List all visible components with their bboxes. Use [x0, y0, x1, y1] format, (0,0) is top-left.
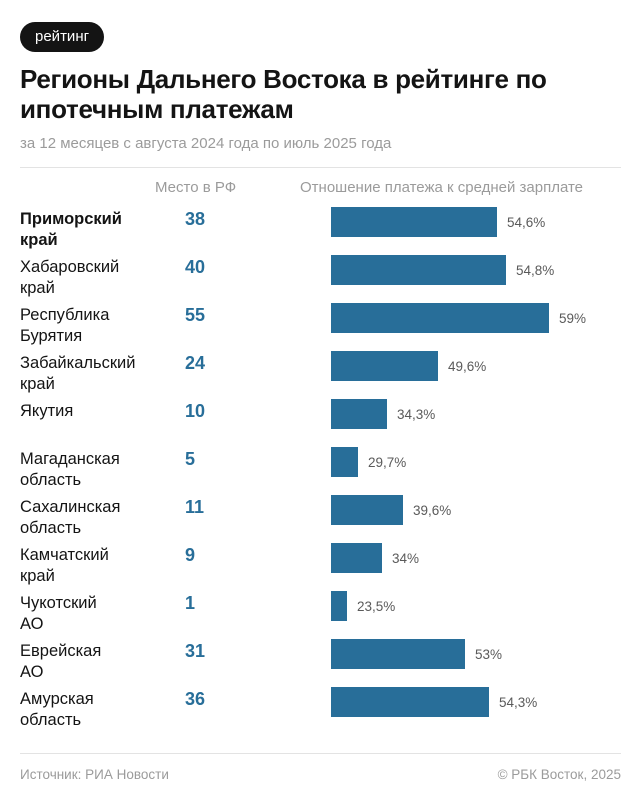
header-divider: [20, 167, 621, 169]
bar-track: 54,6%: [331, 207, 621, 238]
value-label: 53%: [475, 646, 503, 662]
chart-row: Еврейская АО 31 53%: [20, 639, 621, 687]
rank-value: 24: [185, 353, 206, 374]
chart-row: Камчатский край 9 34%: [20, 543, 621, 591]
category-badge: рейтинг: [20, 22, 105, 52]
bar-track: 39,6%: [331, 495, 621, 526]
rank-value: 5: [185, 449, 196, 470]
copyright-note: © РБК Восток, 2025: [497, 767, 621, 783]
region-label: Республика Бурятия: [20, 306, 110, 346]
value-label: 54,6%: [507, 214, 546, 230]
region-label: Еврейская АО: [20, 642, 102, 682]
value-label: 54,8%: [516, 262, 555, 278]
rank-value: 38: [185, 209, 206, 230]
chart-row: Забайкальский край 24 49,6%: [20, 351, 621, 399]
source-note: Источник: РИА Новости: [20, 767, 169, 783]
bar-track: 49,6%: [331, 351, 621, 382]
value-label: 34%: [392, 550, 420, 566]
value-label: 23,5%: [357, 598, 396, 614]
bar: [331, 543, 382, 574]
bar: [331, 495, 403, 526]
value-label: 29,7%: [368, 454, 407, 470]
rank-value: 31: [185, 641, 206, 662]
column-header-value: Отношение платежа к средней зарплате: [300, 179, 584, 197]
value-label: 49,6%: [448, 358, 487, 374]
bar: [331, 303, 549, 334]
value-label: 54,3%: [499, 694, 538, 710]
subtitle: за 12 месяцев с августа 2024 года по июл…: [20, 135, 392, 153]
bar: [331, 591, 347, 622]
region-label: Забайкальский край: [20, 354, 136, 394]
rank-value: 11: [185, 497, 205, 518]
chart-row: Республика Бурятия 55 59%: [20, 303, 621, 351]
rank-value: 40: [185, 257, 206, 278]
region-label: Магаданская область: [20, 450, 120, 490]
value-label: 39,6%: [413, 502, 452, 518]
region-label: Приморский край: [20, 210, 122, 250]
region-label: Камчатский край: [20, 546, 109, 586]
value-label: 34,3%: [397, 406, 436, 422]
column-headers: Место в РФ Отношение платежа к средней з…: [20, 179, 621, 196]
bar-track: 59%: [331, 303, 621, 334]
bar: [331, 399, 387, 430]
region-label: Сахалинская область: [20, 498, 121, 538]
rank-value: 36: [185, 689, 206, 710]
chart-row: Чукотский АО 1 23,5%: [20, 591, 621, 639]
value-label: 59%: [559, 310, 587, 326]
bar-track: 54,3%: [331, 687, 621, 718]
bar: [331, 687, 489, 718]
region-label: Амурская область: [20, 690, 94, 730]
chart-row: Хабаровский край 40 54,8%: [20, 255, 621, 303]
footer-divider: [20, 753, 621, 755]
bar-track: 53%: [331, 639, 621, 670]
bar-track: 34,3%: [331, 399, 621, 430]
bar-track: 29,7%: [331, 447, 621, 478]
rank-value: 1: [185, 593, 196, 614]
rank-value: 55: [185, 305, 206, 326]
region-label: Чукотский АО: [20, 594, 97, 634]
bar: [331, 207, 497, 238]
bar-chart: Приморский край 38 54,6% Хабаровский край 40…: [20, 207, 621, 735]
footer: Источник: РИА Новости © РБК Восток, 2025: [20, 767, 621, 782]
rank-value: 9: [185, 545, 196, 566]
chart-row: Якутия 10 34,3%: [20, 399, 621, 447]
region-label: Хабаровский край: [20, 258, 120, 298]
bar-track: 54,8%: [331, 255, 621, 286]
chart-row: Сахалинская область 11 39,6%: [20, 495, 621, 543]
bar-track: 34%: [331, 543, 621, 574]
chart-row: Амурская область 36 54,3%: [20, 687, 621, 735]
bar: [331, 639, 465, 670]
page-title: Регионы Дальнего Востока в рейтинге по и…: [20, 64, 547, 125]
bar: [331, 255, 506, 286]
bar: [331, 351, 438, 382]
chart-row: Приморский край 38 54,6%: [20, 207, 621, 255]
column-header-rank: Место в РФ: [155, 179, 237, 197]
bar: [331, 447, 358, 478]
rank-value: 10: [185, 401, 206, 422]
chart-row: Магаданская область 5 29,7%: [20, 447, 621, 495]
region-label: Якутия: [20, 402, 74, 421]
bar-track: 23,5%: [331, 591, 621, 622]
